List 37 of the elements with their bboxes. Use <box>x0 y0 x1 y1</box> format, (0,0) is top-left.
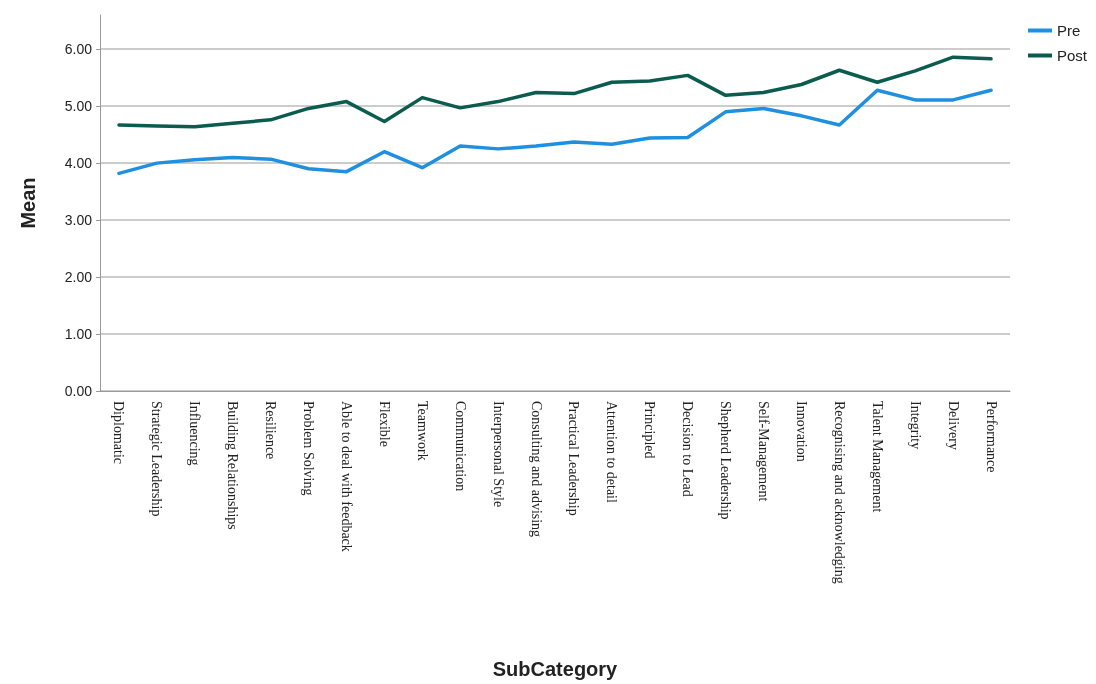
y-tick-label: 1.00 <box>64 326 93 343</box>
x-tick-label: Shepherd Leadership <box>718 401 734 520</box>
legend-label: Pre <box>1056 22 1081 39</box>
legend-label: Post <box>1056 47 1088 64</box>
x-tick-label: Diplomatic <box>111 401 127 464</box>
x-tick-label: Talent Management <box>869 401 885 513</box>
x-tick-label: Decision to Lead <box>680 401 696 497</box>
x-tick-label: Communication <box>452 401 468 492</box>
line-series <box>117 88 993 176</box>
x-tick-label: Influencing <box>187 401 203 466</box>
y-tick-label: 3.00 <box>64 212 93 229</box>
y-tick-label: 4.00 <box>64 155 93 172</box>
y-axis-title: Mean <box>17 177 39 229</box>
x-tick-label: Delivery <box>945 401 961 450</box>
x-tick-label: Performance <box>983 401 999 473</box>
y-tick-label: 6.00 <box>64 41 93 58</box>
x-tick-label: Teamwork <box>414 401 430 461</box>
line-series <box>117 55 993 129</box>
x-tick-label: Attention to detail <box>604 401 620 503</box>
x-tick-label: Principled <box>642 401 658 459</box>
x-tick-label: Problem Solving <box>301 401 317 496</box>
x-tick-label: Self-Management <box>756 401 772 502</box>
y-tick-label: 5.00 <box>64 98 93 115</box>
x-axis-title: SubCategory <box>492 658 619 680</box>
x-tick-label: Able to deal with feedback <box>338 401 354 552</box>
x-tick-label: Integrity <box>907 401 923 450</box>
x-tick-label: Consulting and advising <box>528 401 544 538</box>
x-tick-label: Interpersonal Style <box>490 401 506 508</box>
x-tick-label: Recognising and acknowledging <box>831 401 847 584</box>
x-tick-label: Building Relationships <box>225 401 241 530</box>
x-tick-label: Resilience <box>263 401 279 460</box>
x-tick-label: Strategic Leadership <box>149 401 165 517</box>
x-tick-label: Practical Leadership <box>566 401 582 516</box>
x-tick-label: Flexible <box>376 401 392 447</box>
y-tick-label: 0.00 <box>64 383 93 399</box>
x-tick-label: Innovation <box>793 401 809 462</box>
y-tick-label: 2.00 <box>64 269 93 286</box>
